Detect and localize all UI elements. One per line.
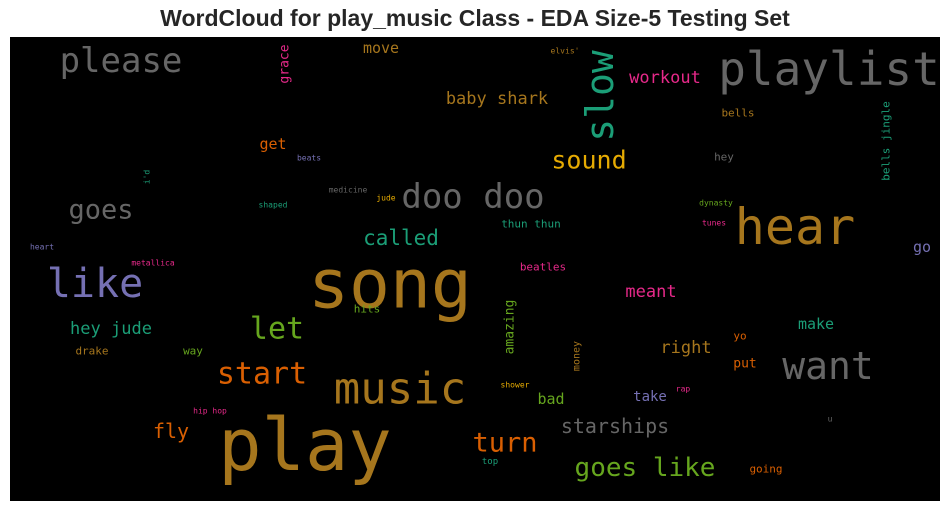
word-bells-jingle: bells jingle [880, 101, 893, 180]
word-i-d: i'd [143, 170, 152, 185]
word-thun-thun: thun thun [501, 218, 561, 231]
word-song: song [308, 246, 472, 325]
word-beats: beats [297, 154, 321, 163]
word-hear: hear [735, 198, 855, 256]
word-slow: slow [578, 50, 622, 142]
word-put: put [733, 357, 756, 372]
word-make: make [798, 315, 834, 333]
word-like: like [47, 261, 143, 307]
word-going: going [749, 463, 782, 476]
word-shower: shower [501, 381, 530, 390]
word-sound: sound [551, 146, 626, 175]
wordcloud-words: song play hear playlist music like want doo doo… [30, 39, 940, 487]
word-tunes: tunes [702, 219, 726, 228]
word-music: music [334, 364, 466, 415]
word-hey: hey [714, 151, 734, 164]
word-baby-shark: baby shark [446, 89, 548, 109]
word-starships: starships [561, 414, 669, 438]
word-shaped: shaped [259, 201, 288, 210]
word-beatles: beatles [520, 261, 566, 274]
word-turn: turn [472, 428, 537, 459]
word-hits: hits [354, 303, 381, 316]
word-fly: fly [153, 419, 189, 443]
word-goes: goes [68, 195, 133, 226]
word-hip-hop: hip hop [193, 407, 227, 416]
word-want: want [782, 344, 874, 388]
word-please: please [60, 41, 183, 81]
word-bells: bells [721, 107, 754, 120]
word-take: take [633, 389, 667, 405]
word-let: let [250, 312, 304, 347]
word-doo-doo: doo doo [401, 177, 544, 217]
word-right: right [660, 338, 711, 358]
word-move: move [363, 39, 399, 57]
word-get: get [259, 135, 286, 153]
wordcloud-background [10, 37, 940, 501]
word-play: play [218, 403, 391, 487]
word-called: called [363, 226, 439, 250]
word-money: money [572, 341, 583, 371]
word-hey-jude: hey jude [70, 319, 152, 339]
word-grace: grace [278, 44, 293, 83]
word-goes-like: goes like [575, 453, 716, 483]
word-way: way [183, 345, 203, 358]
word-drake: drake [75, 345, 108, 358]
word-dynasty: dynasty [699, 199, 733, 208]
word-top: top [482, 457, 498, 467]
word-go: go [913, 238, 931, 256]
word-bad: bad [537, 390, 564, 408]
word-workout: workout [629, 68, 701, 88]
word-jude: jude [376, 194, 395, 203]
word-yo: yo [733, 330, 746, 343]
word-medicine: medicine [329, 186, 368, 195]
word-amazing: amazing [503, 300, 518, 355]
word-u: u [828, 415, 833, 424]
word-elvis: elvis' [551, 47, 580, 56]
chart-title: WordCloud for play_music Class - EDA Siz… [160, 5, 790, 31]
word-rap: rap [676, 385, 691, 394]
word-playlist: playlist [718, 42, 940, 96]
word-start: start [217, 357, 307, 392]
word-heart: heart [30, 243, 54, 252]
word-meant: meant [625, 282, 676, 302]
word-metallica: metallica [131, 259, 175, 268]
